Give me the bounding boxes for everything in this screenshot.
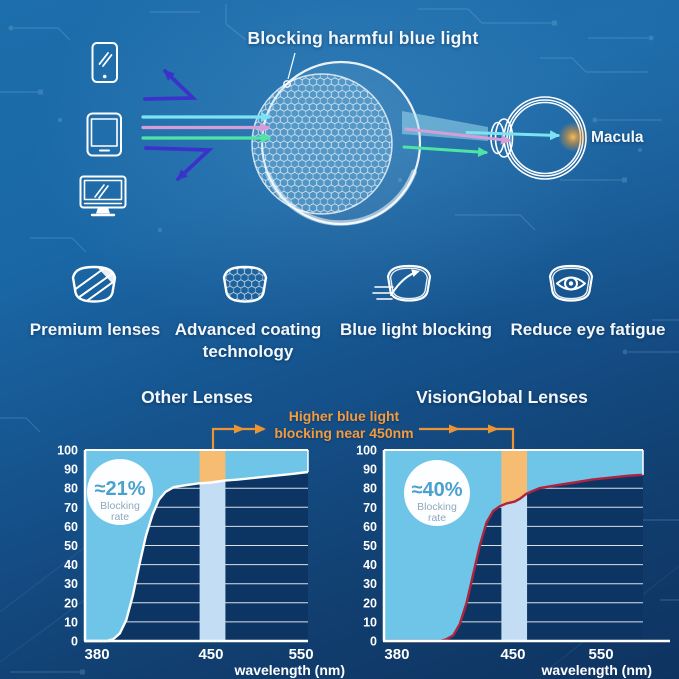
y-tick-label: 80 <box>64 482 78 496</box>
feature-label-reduce-eye-fatigue: Reduce eye fatigue <box>510 320 666 339</box>
y-tick-label: 10 <box>363 615 377 629</box>
blocked-450nm-highlight <box>501 450 528 506</box>
y-tick-label: 0 <box>71 635 78 649</box>
y-tick-label: 50 <box>363 539 377 553</box>
y-tick-label: 20 <box>64 596 78 610</box>
honeycomb-coating-lens-icon <box>222 265 268 303</box>
y-tick-label: 50 <box>64 539 78 553</box>
y-tick-label: 70 <box>363 501 377 515</box>
feature-label-blue-light-blocking: Blue light blocking <box>339 320 493 339</box>
blocked-450nm-highlight <box>199 450 226 484</box>
higher-blocking-annotation: Higher blue light blocking near 450nm <box>274 408 413 442</box>
badge-text: ≈40% <box>411 479 462 501</box>
y-tick-label: 70 <box>64 501 78 515</box>
y-tick-label: 60 <box>363 520 377 534</box>
transmission-curve <box>85 470 309 643</box>
transmission-curve <box>384 473 644 643</box>
y-tick-label: 100 <box>57 444 78 458</box>
chart-title-visionglobal-lenses: VisionGlobal Lenses <box>416 387 588 407</box>
eye-icon <box>556 276 586 291</box>
circuit-traces <box>0 4 679 675</box>
y-tick-label: 40 <box>64 558 78 572</box>
ray-to-macula <box>465 130 560 141</box>
tablet-icon <box>86 112 122 157</box>
badge-text: Blocking <box>417 501 457 513</box>
reflected-blue-ray-bottom <box>144 146 214 181</box>
x-tick-label: 380 <box>85 646 110 663</box>
coated-lens <box>251 52 422 226</box>
x-tick-label: 550 <box>289 646 314 663</box>
macula-label: Macula <box>591 129 644 146</box>
y-tick-label: 90 <box>64 463 78 477</box>
y-tick-label: 0 <box>370 635 377 649</box>
y-tick-label: 90 <box>363 463 377 477</box>
annotation-line2: blocking near 450nm <box>274 425 414 442</box>
incoming-light-rays <box>141 69 271 181</box>
striped-lens-icon <box>71 265 117 303</box>
badge-text: rate <box>111 511 129 523</box>
y-tick-label: 100 <box>356 444 377 458</box>
reflected-blue-ray-top <box>143 69 198 101</box>
y-tick-label: 30 <box>363 577 377 591</box>
smartphone-icon <box>91 42 118 83</box>
x-tick-label: 450 <box>198 646 223 663</box>
x-tick-label: 380 <box>384 646 409 663</box>
feature-label-advanced-coating: Advanced coating technology <box>174 320 322 361</box>
x-tick-label: 450 <box>500 646 525 663</box>
chart-title-other-lenses: Other Lenses <box>141 387 253 407</box>
annotation-line1: Higher blue light <box>288 408 400 424</box>
feature-label-premium-lenses: Premium lenses <box>29 320 161 339</box>
title-leader-line <box>287 52 296 80</box>
badge-text: ≈21% <box>94 478 145 500</box>
y-tick-label: 10 <box>64 615 78 629</box>
y-tick-label: 20 <box>363 596 377 610</box>
y-tick-label: 30 <box>64 577 78 591</box>
honeycomb-coating-mesh <box>252 74 392 214</box>
leader-dot <box>283 80 291 88</box>
transmitted-rays <box>402 127 560 157</box>
monitor-icon <box>79 175 127 217</box>
blocking-rate-badge <box>87 459 153 525</box>
x-tick-label: 550 <box>589 646 614 663</box>
y-tick-label: 80 <box>363 482 377 496</box>
eye-in-lens-icon <box>548 264 594 302</box>
x-axis-label: wavelength (nm) <box>234 662 345 678</box>
badge-text: Blocking <box>100 500 140 512</box>
y-tick-label: 40 <box>363 558 377 572</box>
blocking-rate-badge <box>404 460 470 526</box>
y-tick-label: 60 <box>64 520 78 534</box>
ray-deflecting-lens-icon <box>372 264 432 302</box>
badge-text: rate <box>428 512 446 524</box>
page-title: Blocking harmful blue light <box>247 28 479 48</box>
x-axis-label: wavelength (nm) <box>541 662 652 678</box>
macula-glow <box>558 122 588 152</box>
